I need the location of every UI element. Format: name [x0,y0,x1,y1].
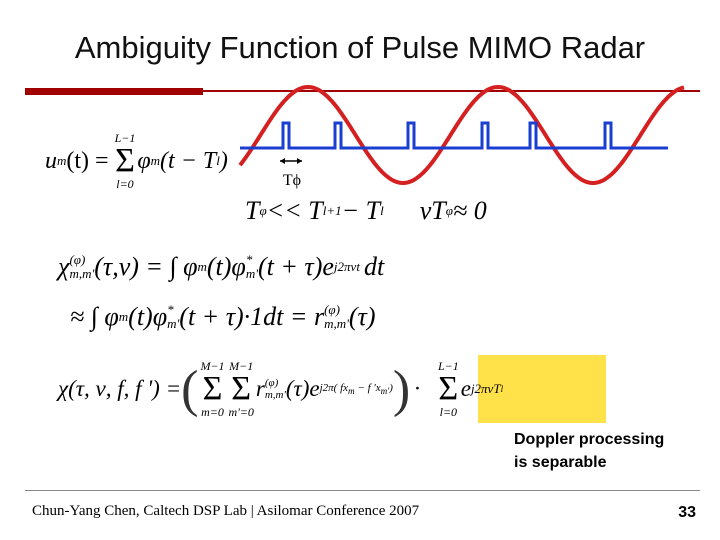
eq-text: (t)φ [206,252,246,281]
eq-limit: m=0 [201,405,224,419]
callout-line: is separable [514,454,607,471]
eq-sub: l [380,203,384,218]
eq-text: dt [363,252,385,281]
page-number: 33 [678,504,696,521]
eq-paren: ( [181,360,199,418]
eq-text: ) [219,147,228,174]
eq-text: (t) = [66,147,109,174]
eq-limit: l=0 [116,177,134,191]
eq-text: · [414,376,420,401]
slide-title: Ambiguity Function of Pulse MIMO Radar [74,30,646,65]
eq-text: χ [58,252,70,281]
eq-sup: j2πνt [333,259,360,274]
eq-text: (t + τ)·1dt = r [179,302,325,331]
eq-sub: m,m' [324,316,349,331]
eq-text: (t + τ)e [257,252,334,281]
eq-sum: Σ [438,370,459,407]
eq-sub: m,m' [69,266,95,281]
eq-text: u [45,147,57,174]
eq-limit: L−1 [114,131,136,145]
eq-sub: m,m' [264,389,286,401]
eq-limit: m'=0 [228,405,254,419]
eq-sup: * [245,251,253,267]
eq-sup: (φ) [264,376,279,389]
eq-text: − T [341,196,381,225]
eq-limit: L−1 [437,359,459,373]
eq-sup: − f 'x [354,381,381,394]
eq-sub: m [197,259,207,274]
eq-text: ≈ ∫ φ [70,302,119,331]
eq-text: (t)φ [128,302,168,331]
eq-text: T [245,196,260,225]
pulse-train [240,121,668,150]
eq-sum: Σ [202,370,223,407]
eq-sub: m' [167,316,180,331]
equation: ≈ ∫ φ m (t)φ * m' (t + τ)·1dt = r (φ) m,m' (τ) [70,302,376,332]
eq-limit: M−1 [229,359,254,373]
eq-sup: j2π( fx [319,381,349,394]
highlight-box [478,355,606,423]
eq-sub: φ [259,203,267,218]
eq-limit: l=0 [439,405,458,419]
eq-text: r [255,376,265,401]
eq-sub: m' [380,386,390,397]
eq-sub: m [118,309,129,324]
eq-text: e [460,376,471,401]
eq-text: (t − T [160,147,217,174]
eq-text: (τ,ν) = ∫ φ [94,252,198,281]
eq-text: νT [419,196,446,225]
carrier-wave [238,84,685,185]
footer-rule [25,490,700,491]
eq-text: φ [137,147,151,174]
eq-sub: m' [245,266,258,281]
eq-sub: l [500,384,504,394]
eq-sum: Σ [115,142,135,179]
eq-text: (τ) [348,302,376,331]
eq-sub: l [216,153,220,168]
eq-sub: m [150,153,161,168]
eq-sup: ) [389,381,393,394]
eq-sup: j2πνT [470,381,501,396]
title-rule [25,90,700,92]
arrow-heads [280,158,302,164]
footer: Chun-Yang Chen, Caltech DSP Lab | Asilom… [32,503,420,519]
eq-sup: * [167,301,174,317]
waveform: Tϕ [238,84,685,189]
eq-text: << T [266,196,323,225]
eq-sup: (φ) [69,251,86,267]
eq-text: ≈ 0 [452,196,487,225]
eq-limit: M−1 [200,359,225,373]
eq-text: χ(τ, ν, f, f ') = [58,376,182,401]
eq-paren: ) [392,360,411,418]
pulse-width-label: Tϕ [283,172,301,189]
eq-sup: (φ) [324,301,340,317]
eq-sub: m [348,386,355,397]
equation: χ (φ) m,m' (τ,ν) = ∫ φ m (t)φ * m' (t + τ)e j2πνt… [58,252,384,282]
eq-sum: Σ [231,370,252,407]
callout-line: Doppler processing [514,431,665,448]
eq-sub: φ [445,203,453,218]
eq-sub: l+1 [322,203,342,218]
eq-text: (τ)e [285,376,320,401]
callout: Doppler processing is separable [514,428,664,474]
eq-sub: m [57,153,67,168]
